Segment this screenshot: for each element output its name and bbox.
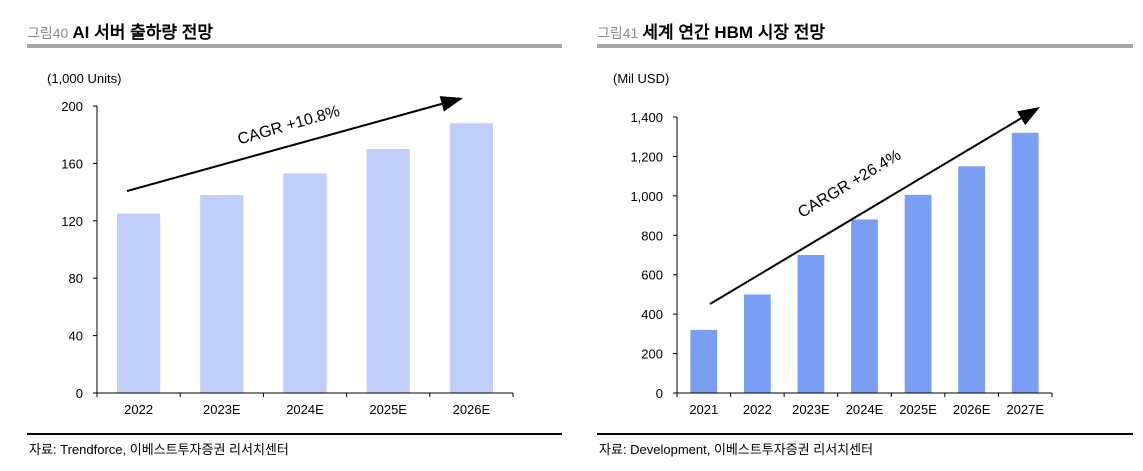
chart-title: 그림41 세계 연간 HBM 시장 전망 (597, 18, 825, 43)
y-tick-label: 200 (61, 99, 83, 114)
chart-title: 그림40 AI 서버 출하량 전망 (27, 18, 213, 43)
cagr-arrow-line (126, 102, 443, 192)
bar-2024E (283, 173, 327, 393)
x-tick-label: 2022 (124, 402, 153, 417)
source-note: 자료: Trendforce, 이베스트투자증권 리서치센터 (29, 442, 289, 457)
y-tick-label: 160 (61, 156, 83, 171)
title-text: 세계 연간 HBM 시장 전망 (642, 23, 826, 42)
bar-2025E (366, 149, 410, 393)
y-tick-label: 120 (61, 214, 83, 229)
figure-label: 그림40 (27, 25, 69, 41)
title-text: AI 서버 출하량 전망 (72, 23, 213, 42)
source-note: 자료: Development, 이베스트투자증권 리서치센터 (599, 442, 874, 457)
cagr-arrow-head (439, 96, 463, 112)
cagr-annotation: CAGR +10.8% (236, 103, 342, 148)
figure-label: 그림41 (597, 25, 639, 41)
y-tick-label: 40 (69, 329, 83, 344)
bar-2022 (116, 213, 161, 393)
y-tick-label: 80 (69, 271, 83, 286)
y-tick-label: 0 (76, 386, 83, 401)
x-tick-label: 2026E (453, 402, 491, 417)
unit-label: (1,000 Units) (47, 71, 121, 86)
x-tick-label: 2025E (369, 402, 407, 417)
source-divider (597, 433, 1133, 435)
x-tick-label: 2023E (203, 402, 241, 417)
panel-hbm-market: 그림41 세계 연간 HBM 시장 전망 자료: Development, 이베스… (597, 0, 1133, 471)
bar-2023E (200, 194, 244, 393)
panel-ai-server: 그림40 AI 서버 출하량 전망 자료: Trendforce, 이베스트투자증… (27, 0, 562, 471)
title-divider (597, 44, 1133, 48)
bar-2026E (449, 123, 494, 393)
source-divider (27, 433, 562, 435)
x-tick-label: 2024E (286, 402, 324, 417)
title-divider (27, 44, 562, 48)
